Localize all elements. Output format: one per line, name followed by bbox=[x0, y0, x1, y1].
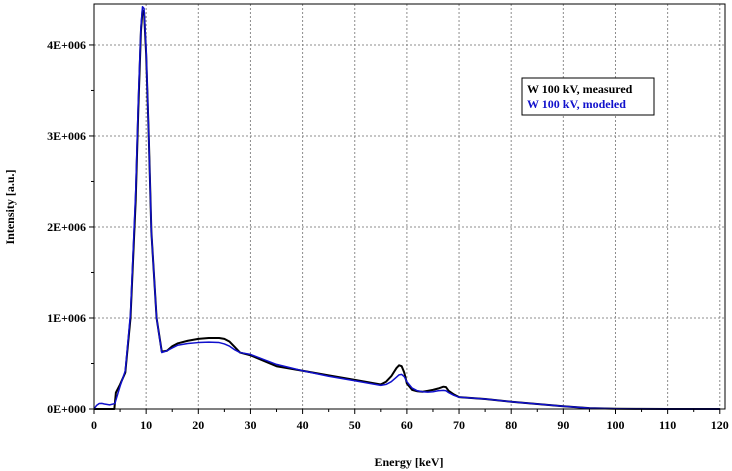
legend-entry-measured: W 100 kV, measured bbox=[527, 82, 633, 96]
x-tick-label: 60 bbox=[401, 418, 413, 432]
x-tick-label: 40 bbox=[297, 418, 309, 432]
x-tick-label: 0 bbox=[91, 418, 97, 432]
x-tick-label: 120 bbox=[711, 418, 729, 432]
plot-area bbox=[94, 4, 725, 409]
x-tick-label: 30 bbox=[244, 418, 256, 432]
legend: W 100 kV, measured W 100 kV, modeled bbox=[521, 77, 655, 116]
y-axis-title: Intensity [a.u.] bbox=[3, 169, 17, 244]
x-axis-title: Energy [keV] bbox=[375, 455, 444, 469]
y-tick-label: 1E+006 bbox=[47, 311, 86, 325]
x-tick-label: 110 bbox=[659, 418, 676, 432]
plot-frame bbox=[93, 3, 726, 410]
x-tick-label: 100 bbox=[606, 418, 624, 432]
x-tick-label: 10 bbox=[140, 418, 152, 432]
grid bbox=[94, 4, 725, 409]
series-layer bbox=[93, 5, 720, 410]
x-tick-label: 90 bbox=[557, 418, 569, 432]
series-line-modeled bbox=[93, 5, 720, 410]
y-tick-label: 2E+006 bbox=[47, 220, 86, 234]
axis-ticks bbox=[89, 44, 721, 414]
x-tick-label: 50 bbox=[349, 418, 361, 432]
x-tick-label: 20 bbox=[192, 418, 204, 432]
y-tick-label: 3E+006 bbox=[47, 129, 86, 143]
x-tick-label: 80 bbox=[505, 418, 517, 432]
y-tick-label: 0E+000 bbox=[47, 402, 86, 416]
legend-entry-modeled: W 100 kV, modeled bbox=[527, 97, 626, 111]
tick-labels: 0 10 20 30 40 50 60 70 80 90 100 110 120 0E+000 1E+006… bbox=[47, 38, 729, 432]
legend-box bbox=[521, 77, 655, 116]
y-tick-label: 4E+006 bbox=[47, 38, 86, 52]
x-tick-label: 70 bbox=[453, 418, 465, 432]
